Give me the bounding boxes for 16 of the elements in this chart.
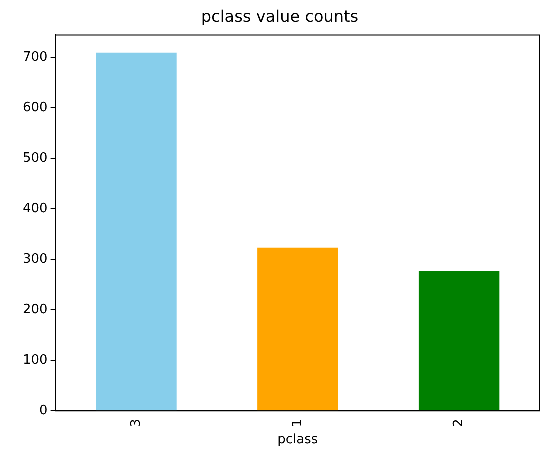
- x-tick-label: 2: [452, 419, 467, 428]
- y-tick-label: 600: [22, 100, 48, 116]
- y-tick-label: 100: [22, 352, 48, 368]
- bar: [258, 248, 338, 411]
- x-axis-title: pclass: [278, 432, 318, 448]
- bar: [96, 52, 177, 411]
- chart-title: pclass value counts: [201, 6, 359, 26]
- y-tick-label: 200: [22, 302, 48, 318]
- x-tick-label: 1: [290, 419, 306, 428]
- y-tick-label: 0: [40, 404, 48, 419]
- x-tick-label: 3: [128, 419, 144, 428]
- y-tick-label: 700: [22, 50, 48, 65]
- bar: [418, 271, 500, 411]
- y-tick-label: 400: [22, 201, 48, 216]
- y-tick-label: 500: [22, 150, 48, 166]
- y-tick-label: 300: [22, 252, 48, 267]
